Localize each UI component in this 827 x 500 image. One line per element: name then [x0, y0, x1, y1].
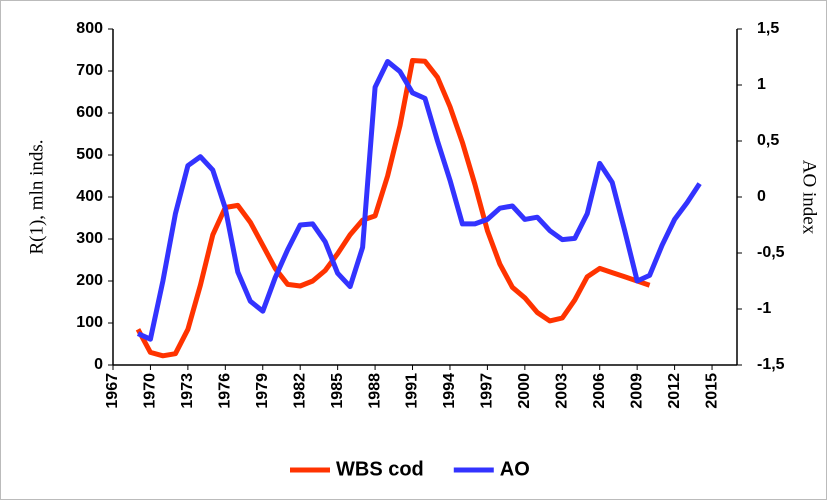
x-tick-label: 2015	[703, 373, 720, 409]
y2-tick-label: -1,5	[757, 356, 785, 373]
x-tick-label: 1976	[217, 373, 234, 409]
y-tick-label: 500	[76, 146, 103, 163]
x-tick-label: 1967	[104, 373, 121, 409]
x-tick-label: 2006	[591, 373, 608, 409]
y-tick-label: 200	[76, 272, 103, 289]
y-tick-label: 100	[76, 314, 103, 331]
y-tick-label: 700	[76, 62, 103, 79]
series-line	[135, 58, 651, 359]
x-tick-label: 1991	[404, 373, 421, 409]
x-tick-label: 2000	[516, 373, 533, 409]
legend-label: WBS cod	[336, 458, 424, 480]
x-tick-label: 1985	[329, 373, 346, 409]
y2-tick-label: 0,5	[757, 132, 779, 149]
x-tick-label: 1982	[291, 373, 308, 409]
legend-label: AO	[500, 458, 530, 480]
y2-tick-label: -1	[757, 300, 771, 317]
y2-tick-label: -0,5	[757, 244, 785, 261]
x-tick-label: 1973	[179, 373, 196, 409]
y-tick-label: 600	[76, 104, 103, 121]
x-tick-label: 2012	[666, 373, 683, 409]
y2-axis-title: AO index	[799, 160, 820, 235]
y2-tick-label: 1	[757, 76, 766, 93]
x-tick-label: 2003	[553, 373, 570, 409]
x-tick-label: 1970	[142, 373, 159, 409]
y-axis-title: R(1), mln inds.	[26, 139, 47, 254]
series-line	[136, 59, 702, 342]
y2-tick-label: 0	[757, 188, 766, 205]
y2-tick-label: 1,5	[757, 20, 779, 37]
y-tick-label: 300	[76, 230, 103, 247]
x-tick-label: 1997	[479, 373, 496, 409]
x-tick-label: 1979	[254, 373, 271, 409]
x-tick-label: 1988	[366, 373, 383, 409]
y-tick-label: 0	[94, 356, 103, 373]
y-tick-label: 800	[76, 20, 103, 37]
x-tick-label: 2009	[628, 373, 645, 409]
x-tick-label: 1994	[441, 373, 458, 409]
y-tick-label: 400	[76, 188, 103, 205]
